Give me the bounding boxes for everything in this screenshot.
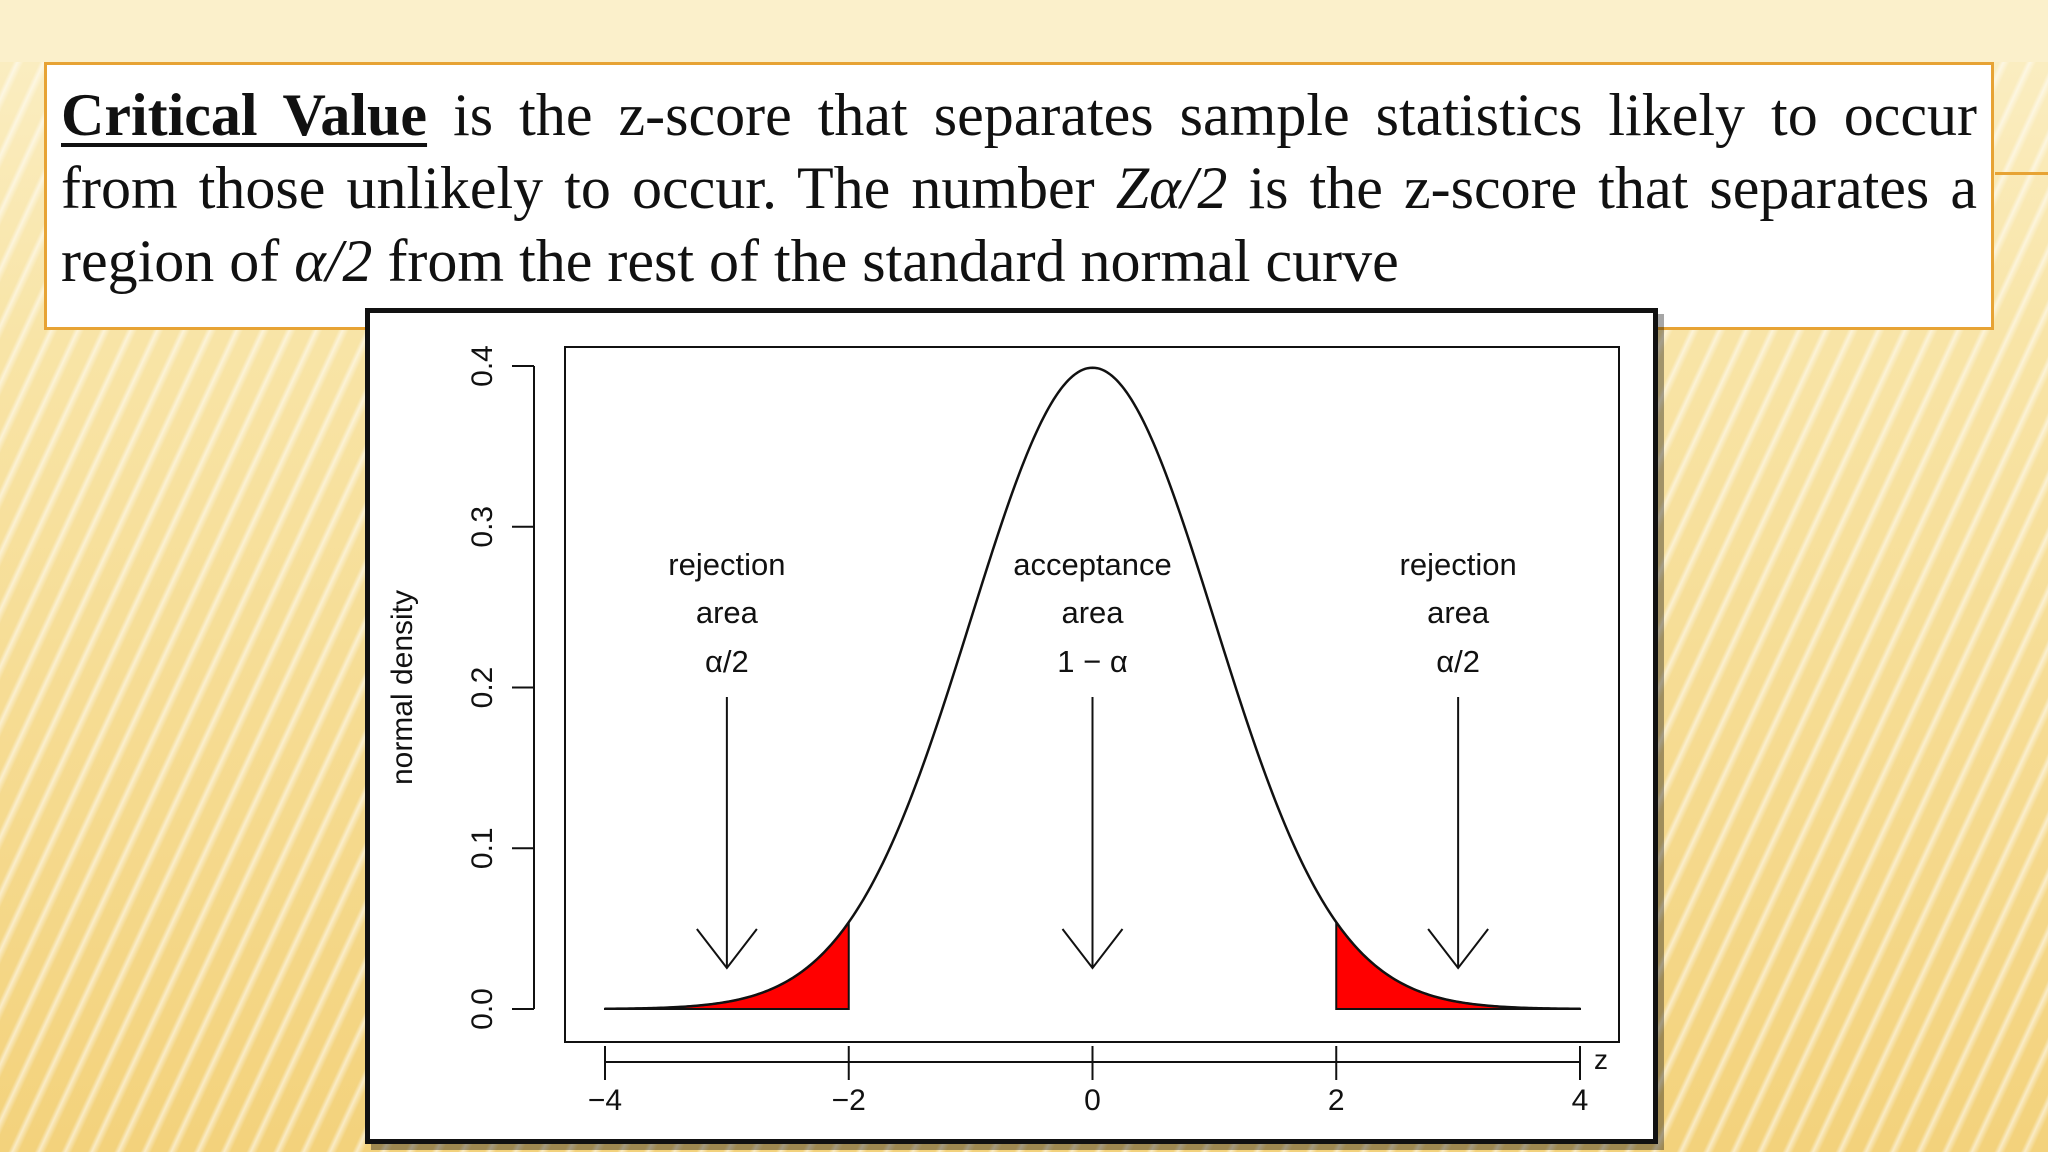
plot-box	[564, 346, 1620, 1043]
accent-line	[1995, 172, 2048, 175]
area-annotations: rejection area α/2 acceptance area 1 − α rejec…	[668, 547, 1517, 970]
density-curve	[604, 366, 1581, 1011]
definition-part-2: is the z-score that separates a region o…	[61, 155, 1977, 294]
definition-part-1: is the z-score that separates sample sta…	[61, 82, 1978, 221]
definition-text: Critical Value is the z-score that separ…	[61, 79, 1977, 298]
annotation-text: area	[696, 595, 759, 630]
annotation-text: area	[1061, 595, 1124, 630]
annotation-text: rejection	[668, 547, 785, 582]
annotation-text: rejection	[1400, 547, 1517, 582]
x-tick-label: 0	[1084, 1084, 1101, 1117]
definition-box: Critical Value is the z-score that separ…	[44, 62, 1994, 330]
annotation-text: acceptance	[1013, 547, 1172, 582]
symbol-alpha-half: α/2	[294, 228, 373, 294]
normal-distribution-chart: 0.0 0.1 0.2 0.3 0.4 −4 −2 0 2 4 normal density z…	[386, 345, 1620, 1117]
y-tick-label: 0.0	[466, 988, 499, 1030]
chart-frame: 0.0 0.1 0.2 0.3 0.4 −4 −2 0 2 4 normal density z…	[365, 308, 1658, 1144]
x-tick-label: −2	[832, 1084, 866, 1117]
x-axis: −4 −2 0 2 4	[588, 1046, 1588, 1117]
term-critical-value: Critical Value	[61, 82, 428, 148]
arrow-head	[1427, 928, 1489, 970]
annotation-text: α/2	[1436, 644, 1480, 679]
arrow-head	[1061, 928, 1124, 970]
x-axis-label: z	[1594, 1044, 1608, 1075]
symbol-z-alpha-half: Zα/2	[1115, 155, 1228, 221]
x-tick-label: 2	[1328, 1084, 1345, 1117]
slide-top-band	[0, 0, 2048, 62]
y-tick-label: 0.2	[466, 667, 499, 709]
y-axis: 0.0 0.1 0.2 0.3 0.4	[466, 345, 535, 1030]
annotation-text: α/2	[705, 644, 749, 679]
x-tick-label: 4	[1572, 1084, 1589, 1117]
definition-part-3: from the rest of the standard normal cur…	[372, 228, 1399, 294]
annotation-text: area	[1427, 595, 1490, 630]
y-tick-label: 0.1	[466, 827, 499, 869]
y-tick-label: 0.4	[466, 345, 499, 387]
x-tick-label: −4	[588, 1084, 622, 1117]
arrow-head	[696, 928, 758, 970]
y-axis-label: normal density	[386, 590, 419, 785]
annotation-text: 1 − α	[1057, 644, 1128, 679]
y-tick-label: 0.3	[466, 506, 499, 548]
